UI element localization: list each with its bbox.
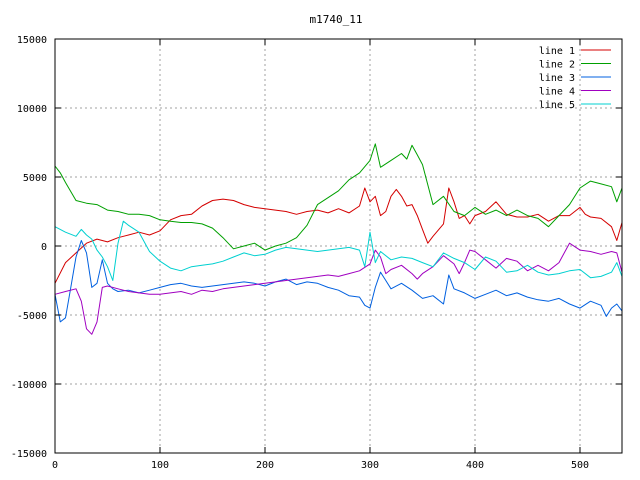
y-tick-label: -5000 (17, 311, 47, 322)
legend-label: line 3 (539, 73, 575, 84)
series-line-3 (54, 240, 623, 323)
y-tick-label: 10000 (17, 104, 47, 115)
series-lines (54, 143, 623, 335)
x-tick-label: 300 (361, 460, 379, 471)
x-tick-label: 100 (151, 460, 169, 471)
x-tick-label: 0 (52, 460, 58, 471)
series-line-5 (54, 220, 623, 281)
x-tick-label: 500 (571, 460, 589, 471)
series-line-1 (54, 187, 623, 284)
grid (55, 39, 622, 453)
legend-label: line 5 (539, 100, 575, 111)
legend-label: line 1 (539, 46, 575, 57)
x-tick-label: 400 (466, 460, 484, 471)
y-tick-label: -15000 (11, 449, 47, 460)
y-tick-label: 0 (41, 242, 47, 253)
series-line-4 (54, 242, 623, 335)
series-line-2 (54, 143, 623, 251)
y-tick-label: 15000 (17, 35, 47, 46)
y-tick-label: -10000 (11, 380, 47, 391)
x-tick-label: 200 (256, 460, 274, 471)
legend-label: line 2 (539, 60, 575, 71)
axis-ticks: 0 100 200 300 400 500 -15000 -10000 -5000 0 5000 10… (11, 35, 622, 471)
legend-label: line 4 (539, 87, 575, 98)
legend: line 1 line 2 line 3 line 4 line 5 (539, 46, 611, 111)
chart-title: m1740_11 (310, 13, 363, 26)
y-tick-label: 5000 (23, 173, 47, 184)
